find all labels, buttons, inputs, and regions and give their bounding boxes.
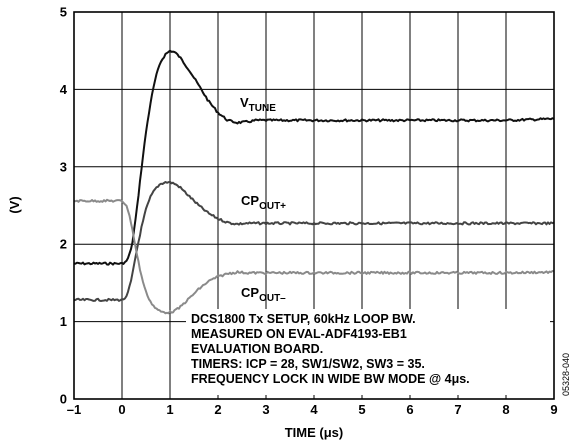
series-label-subscript: TUNE [249,103,277,114]
series-label-name: V [240,95,249,110]
x-tick-label: –1 [67,402,81,417]
x-tick-label: 3 [262,402,269,417]
y-tick-label: 1 [60,314,67,329]
y-tick-label: 2 [60,237,67,252]
x-tick-label: 5 [358,402,365,417]
x-tick-label: 2 [214,402,221,417]
x-tick-label: 1 [166,402,173,417]
series-label-subscript: OUT+ [259,201,286,212]
annotation-line: MEASURED ON EVAL-ADF4193-EB1 [191,327,407,341]
y-tick-label: 3 [60,159,67,174]
x-tick-label: 8 [502,402,509,417]
series-line-1 [73,49,555,266]
series-layer [73,49,555,315]
x-tick-labels: –1 0 1 2 3 4 5 6 7 8 9 [67,402,558,417]
annotation-line: EVALUATION BOARD. [191,342,323,356]
y-tick-label: 4 [60,82,68,97]
x-tick-label: 4 [310,402,318,417]
series-label-name: CP [241,193,259,208]
annotation-box [186,309,550,395]
series-line-2 [73,180,555,302]
y-tick-label: 0 [60,392,67,407]
x-tick-label: 6 [406,402,413,417]
series-label-3: CPOUT– [241,285,286,304]
series-line-3 [73,198,555,315]
x-axis-title: TIME (μs) [285,425,344,440]
y-tick-label: 5 [60,5,67,20]
x-tick-label: 0 [118,402,125,417]
x-tick-label: 9 [550,402,557,417]
plot-frame [73,11,555,400]
figure-id: 05328-040 [561,353,571,396]
series-label-subscript: OUT– [259,293,286,304]
annotation-text: DCS1800 Tx SETUP, 60kHz LOOP BW.MEASURED… [191,312,470,386]
series-label-2: CPOUT+ [241,193,286,212]
x-tick-label: 7 [454,402,461,417]
series-label-name: CP [241,285,259,300]
annotation-line: DCS1800 Tx SETUP, 60kHz LOOP BW. [191,312,416,326]
y-axis-title: (V) [7,196,22,213]
annotation-line: FREQUENCY LOCK IN WIDE BW MODE @ 4μs. [191,372,470,386]
y-tick-labels: 0 1 2 3 4 5 [60,5,68,407]
annotation-line: TIMERS: ICP = 28, SW1/SW2, SW3 = 35. [191,357,425,371]
series-label-1: VTUNE [240,95,276,114]
